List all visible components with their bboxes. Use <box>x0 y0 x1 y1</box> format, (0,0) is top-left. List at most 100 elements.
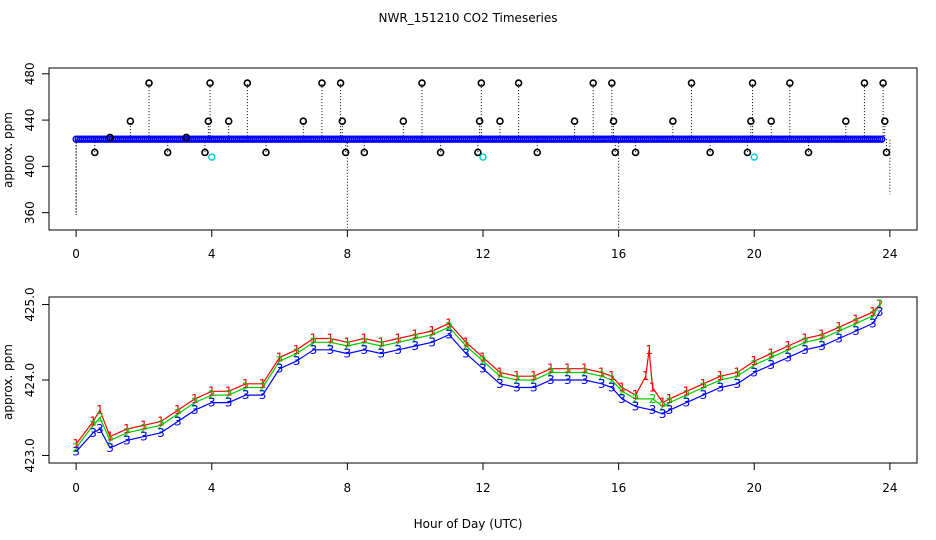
series-1-marker: 1 <box>361 332 369 346</box>
series-2-marker: 2 <box>428 328 436 342</box>
top-baseline-points <box>72 135 886 143</box>
outlier-point <box>360 148 369 157</box>
series-2-marker: 2 <box>876 298 884 312</box>
outlier-point <box>570 117 579 126</box>
series-2-marker: 2 <box>394 335 402 349</box>
series-1-marker: 1 <box>564 362 572 376</box>
outlier-point <box>399 117 408 126</box>
outlier-point <box>706 148 714 157</box>
figure-title: NWR_151210 CO2 Timeseries <box>379 11 558 25</box>
series-1-marker: 1 <box>683 384 691 398</box>
series-2-marker: 2 <box>683 388 691 402</box>
outlier-point <box>206 79 214 87</box>
series-3-marker: 3 <box>72 445 80 459</box>
series-1-marker: 1 <box>608 369 616 383</box>
bottom-x-tick-label: 16 <box>611 481 626 495</box>
series-3-marker: 3 <box>225 396 233 410</box>
outlier-point <box>474 148 482 157</box>
series-3-marker: 3 <box>869 316 877 330</box>
series-2-marker: 2 <box>191 396 199 410</box>
outlier-point <box>786 79 794 87</box>
outlier-point <box>747 117 755 126</box>
series-3-marker: 3 <box>835 332 843 346</box>
series-2-marker: 2 <box>242 381 250 395</box>
outlier-point <box>743 148 752 157</box>
series-1-marker: 1 <box>344 335 352 349</box>
series-1-marker: 1 <box>327 332 335 346</box>
series-1-marker: 1 <box>717 369 725 383</box>
series-1-marker: 1 <box>310 332 318 346</box>
series-2-marker: 2 <box>767 350 775 364</box>
series-3-marker: 3 <box>530 381 538 395</box>
series-3-marker: 3 <box>191 403 199 417</box>
series-2-marker: 2 <box>123 426 131 440</box>
series-2-marker: 2 <box>96 411 104 425</box>
series-2-marker: 2 <box>208 388 216 402</box>
series-3-marker: 3 <box>276 362 284 376</box>
outlier-point <box>106 133 114 142</box>
series-2-marker: 2 <box>659 399 667 413</box>
series-1-marker: 1 <box>649 381 657 395</box>
series-1-marker: 1 <box>513 369 521 383</box>
outlier-point <box>880 117 889 126</box>
outlier-point <box>514 79 523 87</box>
bottom-y-axis: 423.0 424.0 425.0 <box>23 287 50 473</box>
series-1-marker: 1 <box>645 343 653 357</box>
top-x-tick-label: 4 <box>208 247 216 261</box>
top-dropout-lines <box>75 139 891 228</box>
series-1-marker: 1 <box>632 388 640 402</box>
top-y-tick-label: 480 <box>23 62 37 85</box>
top-outlier-stems <box>75 83 887 215</box>
outlier-point <box>496 117 504 126</box>
outlier-point <box>841 117 850 126</box>
top-x-tick-label: 12 <box>475 247 490 261</box>
outlier-point <box>879 79 887 87</box>
series-3-marker: 3 <box>598 377 606 391</box>
outlier-point <box>611 148 620 157</box>
series-2-marker: 2 <box>377 339 385 353</box>
bottom-y-axis-label: approx. ppm <box>1 344 15 420</box>
series-3-marker: 3 <box>581 373 589 387</box>
series-1-marker: 1 <box>157 415 165 429</box>
series-3-marker: 3 <box>632 399 640 413</box>
series-3-marker: 3 <box>462 347 470 361</box>
series-2-marker: 2 <box>327 335 335 349</box>
bottom-y-tick-label: 423.0 <box>23 438 37 472</box>
series-1-marker: 1 <box>750 354 758 368</box>
series-3-marker: 3 <box>659 407 667 421</box>
series-3-marker: 3 <box>750 365 758 379</box>
series-3-marker: 3 <box>89 426 97 440</box>
bottom-x-tick-label: 4 <box>208 481 216 495</box>
series-2-marker: 2 <box>618 384 626 398</box>
series-3-marker: 3 <box>767 358 775 372</box>
outlier-point <box>475 117 484 126</box>
series-1-marker: 1 <box>72 437 80 451</box>
bottom-series-lines <box>75 304 881 453</box>
series-2-marker: 2 <box>869 309 877 323</box>
low-point <box>208 153 216 161</box>
series-1-marker: 1 <box>618 381 626 395</box>
series-3-marker: 3 <box>666 403 674 417</box>
top-x-tick-label: 16 <box>611 247 626 261</box>
series-2-marker: 2 <box>310 335 318 349</box>
series-2-marker: 2 <box>361 335 369 349</box>
outlier-point <box>204 117 213 126</box>
outlier-point <box>145 79 153 87</box>
series-1-marker: 1 <box>835 320 843 334</box>
series-2-marker: 2 <box>106 433 114 447</box>
series-1-marker: 1 <box>852 313 860 327</box>
series-1-marker: 1 <box>89 415 97 429</box>
series-1-line <box>75 304 881 445</box>
outlier-point <box>299 117 308 126</box>
series-1-marker: 1 <box>123 422 131 436</box>
series-3-marker: 3 <box>259 388 267 402</box>
outlier-point <box>436 148 445 157</box>
outlier-point <box>608 79 616 87</box>
top-plot-frame <box>48 67 918 231</box>
series-3-marker: 3 <box>513 381 521 395</box>
series-3-marker: 3 <box>564 373 572 387</box>
top-outlier-points <box>90 79 891 161</box>
